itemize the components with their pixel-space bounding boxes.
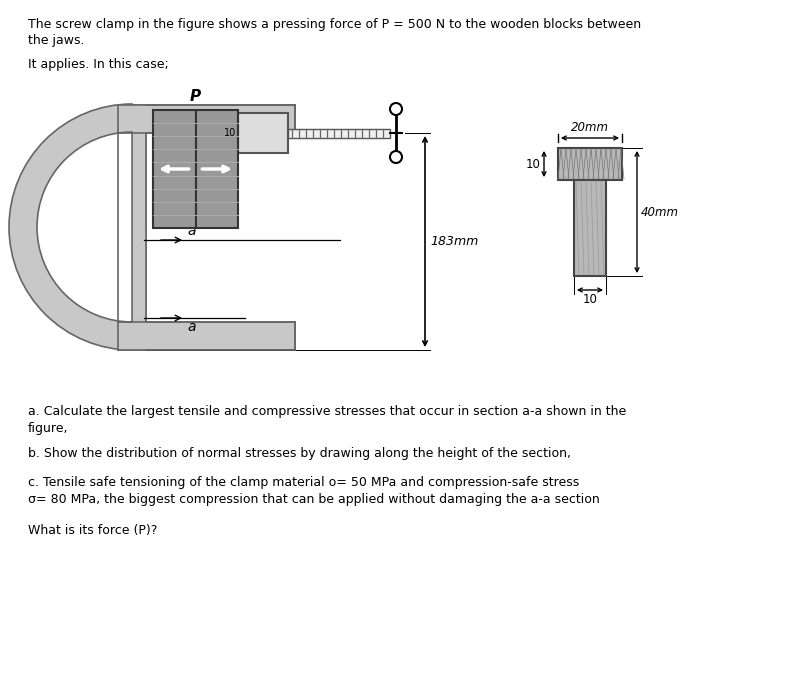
Text: The screw clamp in the figure shows a pressing force of P = 500 N to the wooden : The screw clamp in the figure shows a pr… <box>28 18 641 31</box>
Text: a: a <box>187 224 196 238</box>
Text: figure,: figure, <box>28 422 68 435</box>
Bar <box>288 129 390 137</box>
Text: c. Tensile safe tensioning of the clamp material o= 50 MPa and compression-safe : c. Tensile safe tensioning of the clamp … <box>28 476 580 489</box>
Text: What is its force (P)?: What is its force (P)? <box>28 524 157 537</box>
Wedge shape <box>9 104 132 350</box>
Text: 10: 10 <box>526 158 541 171</box>
Text: 40mm: 40mm <box>641 206 679 219</box>
Text: 10: 10 <box>583 293 597 306</box>
Text: a: a <box>187 320 196 334</box>
Circle shape <box>390 151 402 163</box>
Bar <box>196 110 238 228</box>
Text: b. Show the distribution of normal stresses by drawing along the height of the s: b. Show the distribution of normal stres… <box>28 447 571 460</box>
Text: the jaws.: the jaws. <box>28 34 84 47</box>
Bar <box>558 148 622 180</box>
Bar <box>574 180 606 276</box>
Text: 20mm: 20mm <box>571 121 609 134</box>
Wedge shape <box>37 132 132 322</box>
Bar <box>238 113 288 153</box>
Polygon shape <box>118 105 295 350</box>
Text: It applies. In this case;: It applies. In this case; <box>28 58 169 71</box>
Bar <box>153 110 196 228</box>
Text: 10: 10 <box>223 128 236 138</box>
Text: 183mm: 183mm <box>430 235 479 248</box>
Text: P: P <box>190 89 201 104</box>
Bar <box>118 105 146 350</box>
Circle shape <box>390 103 402 115</box>
Text: a. Calculate the largest tensile and compressive stresses that occur in section : a. Calculate the largest tensile and com… <box>28 405 626 418</box>
Text: σ= 80 MPa, the biggest compression that can be applied without damaging the a-a : σ= 80 MPa, the biggest compression that … <box>28 493 599 506</box>
